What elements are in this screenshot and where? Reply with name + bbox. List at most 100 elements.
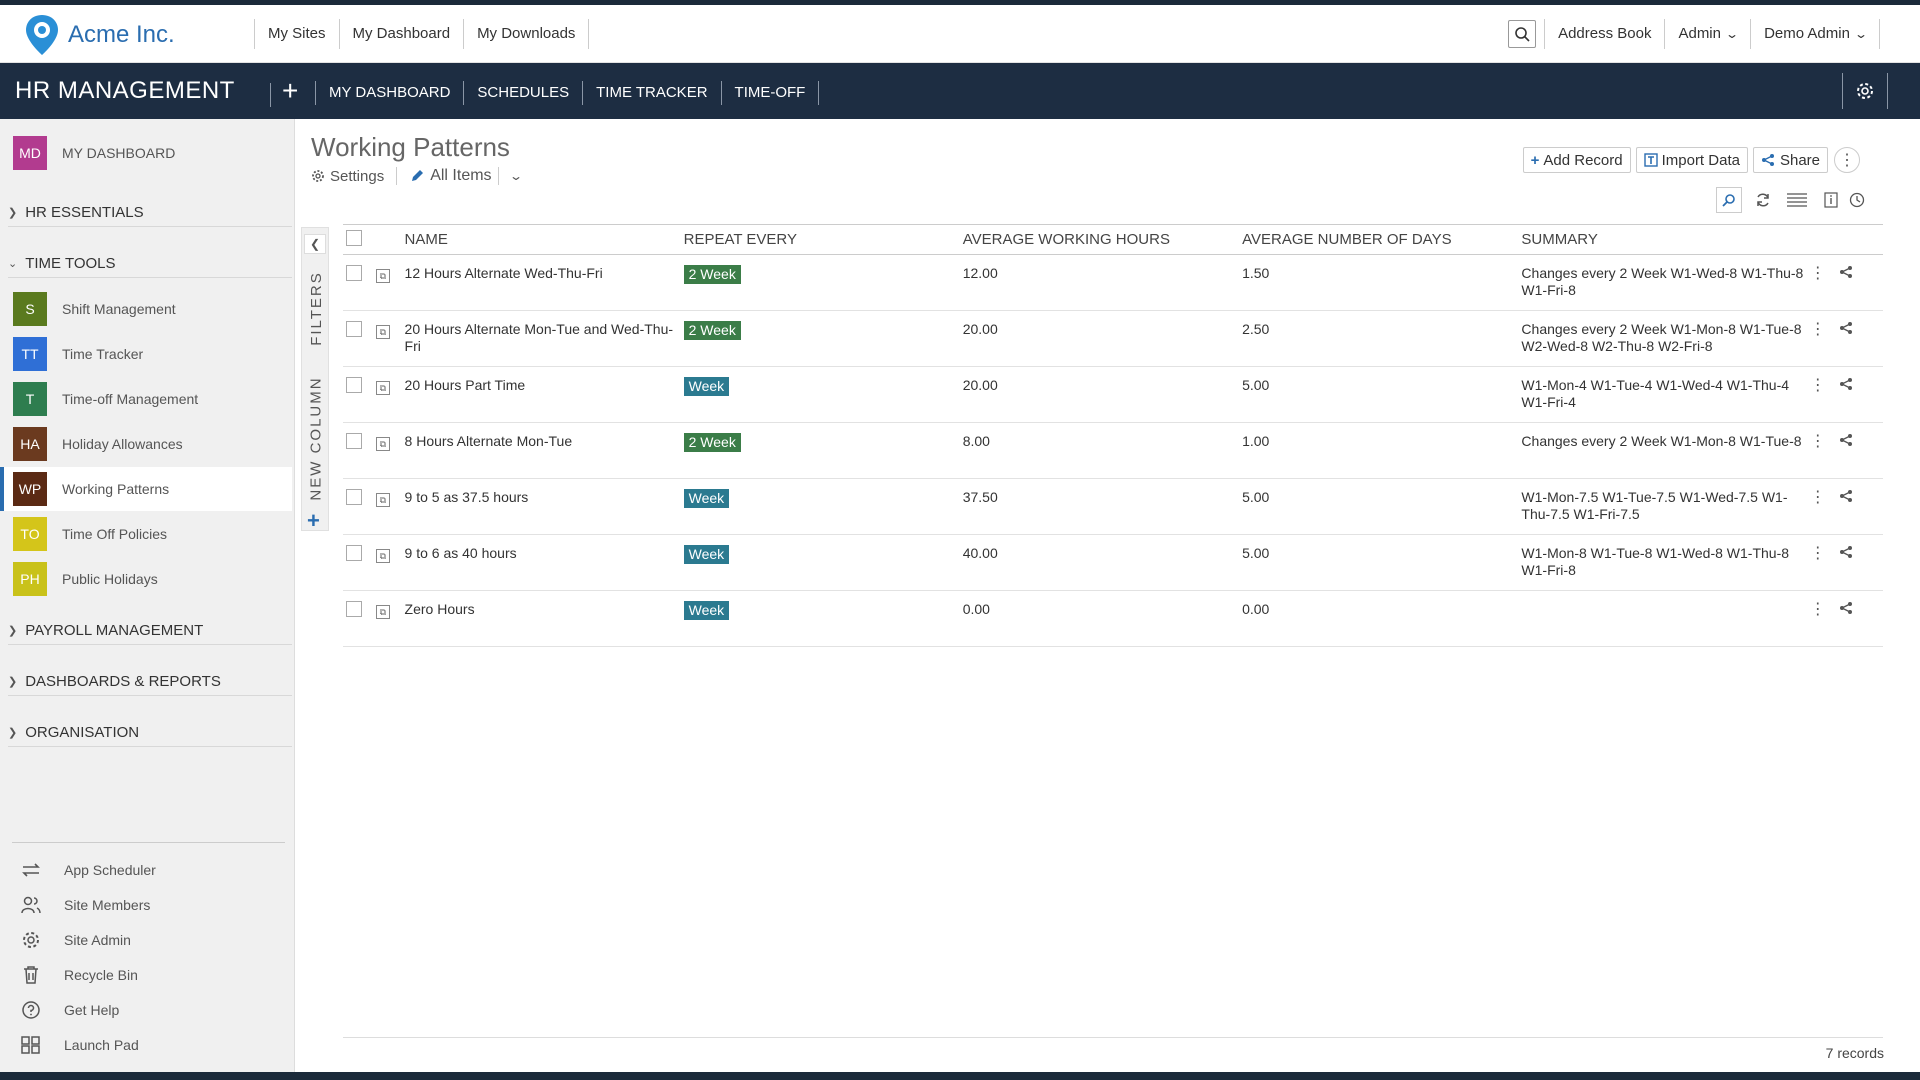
view-selector[interactable]: All Items ⌄ — [409, 167, 523, 185]
cell-name[interactable]: 12 Hours Alternate Wed-Thu-Fri — [404, 254, 684, 311]
row-menu-dots-icon[interactable]: ⋮ — [1809, 321, 1826, 338]
open-record-icon[interactable]: ⧉ — [375, 605, 390, 619]
app-nav-time-tracker[interactable]: TIME TRACKER — [582, 81, 720, 105]
app-title[interactable]: HR MANAGEMENT — [15, 77, 235, 104]
info-button[interactable] — [1818, 187, 1844, 213]
global-search-button[interactable] — [1508, 20, 1537, 48]
header-spacer — [1809, 224, 1840, 255]
column-header-avg-hours[interactable]: AVERAGE WORKING HOURS — [962, 224, 1243, 255]
table-row[interactable]: ⧉ 9 to 5 as 37.5 hours Week 37.50 5.00 W… — [343, 478, 1883, 535]
share-icon[interactable] — [1839, 321, 1853, 335]
settings-link[interactable]: Settings — [311, 168, 384, 185]
column-header-name[interactable]: NAME — [404, 224, 684, 255]
table-row[interactable]: ⧉ Zero Hours Week 0.00 0.00 ⋮ — [343, 590, 1883, 647]
sidebar-tool-site-admin[interactable]: Site Admin — [20, 925, 131, 955]
sidebar-section-organisation[interactable]: ❯ ORGANISATION — [8, 719, 292, 747]
open-record-icon[interactable]: ⧉ — [375, 437, 390, 451]
cell-name[interactable]: Zero Hours — [404, 590, 684, 647]
column-header-repeat-every[interactable]: REPEAT EVERY — [683, 224, 963, 255]
share-icon[interactable] — [1839, 433, 1853, 447]
table-row[interactable]: ⧉ 20 Hours Part Time Week 20.00 5.00 W1-… — [343, 366, 1883, 423]
table-row[interactable]: ⧉ 8 Hours Alternate Mon-Tue 2 Week 8.00 … — [343, 422, 1883, 479]
sidebar-item-my-dashboard[interactable]: MD MY DASHBOARD — [0, 131, 292, 175]
new-column-toggle[interactable]: NEW COLUMN — [302, 368, 330, 508]
sidebar-section-dashboards-reports[interactable]: ❯ DASHBOARDS & REPORTS — [8, 668, 292, 696]
row-menu-dots-icon[interactable]: ⋮ — [1809, 601, 1826, 618]
share-icon[interactable] — [1839, 377, 1853, 391]
row-checkbox[interactable] — [346, 601, 362, 617]
row-checkbox[interactable] — [346, 545, 362, 561]
open-record-icon[interactable]: ⧉ — [375, 493, 390, 507]
app-settings-button[interactable] — [1842, 73, 1888, 109]
admin-menu[interactable]: Admin ⌄ — [1665, 19, 1752, 49]
share-icon[interactable] — [1839, 265, 1853, 279]
table-row[interactable]: ⧉ 12 Hours Alternate Wed-Thu-Fri 2 Week … — [343, 254, 1883, 311]
sidebar-tool-site-members[interactable]: Site Members — [20, 890, 150, 920]
cell-hours: 20.00 — [962, 310, 1243, 367]
share-icon[interactable] — [1839, 545, 1853, 559]
open-record-icon[interactable]: ⧉ — [375, 325, 390, 339]
sidebar-item-holiday-allowances[interactable]: HA Holiday Allowances — [0, 422, 292, 466]
refresh-button[interactable] — [1750, 187, 1776, 213]
sidebar-tool-recycle-bin[interactable]: Recycle Bin — [20, 960, 138, 990]
sidebar-section-payroll-management[interactable]: ❯ PAYROLL MANAGEMENT — [8, 617, 292, 645]
row-checkbox[interactable] — [346, 489, 362, 505]
collapse-filters-button[interactable]: ❮ — [304, 234, 326, 254]
sidebar-tool-get-help[interactable]: Get Help — [20, 995, 119, 1025]
row-checkbox[interactable] — [346, 433, 362, 449]
add-record-button[interactable]: + Add Record — [1522, 147, 1631, 173]
row-menu-dots-icon[interactable]: ⋮ — [1809, 489, 1826, 506]
top-link-my-dashboard[interactable]: My Dashboard — [340, 19, 465, 49]
sidebar-item-time-tracker[interactable]: TT Time Tracker — [0, 332, 292, 376]
open-record-icon[interactable]: ⧉ — [375, 381, 390, 395]
top-link-my-downloads[interactable]: My Downloads — [464, 19, 590, 49]
row-menu-dots-icon[interactable]: ⋮ — [1809, 377, 1826, 394]
sidebar-tool-launch-pad[interactable]: Launch Pad — [20, 1030, 139, 1060]
cell-name[interactable]: 9 to 5 as 37.5 hours — [404, 478, 684, 535]
open-record-icon[interactable]: ⧉ — [375, 549, 390, 563]
open-record-icon[interactable]: ⧉ — [375, 269, 390, 283]
add-app-plus-icon[interactable]: + — [282, 75, 299, 106]
sidebar-section-time-tools[interactable]: ⌄ TIME TOOLS — [8, 250, 292, 278]
cell-name[interactable]: 8 Hours Alternate Mon-Tue — [404, 422, 684, 479]
sidebar-section-hr-essentials[interactable]: ❯ HR ESSENTIALS — [8, 199, 292, 227]
select-all-checkbox[interactable] — [346, 229, 362, 246]
sidebar-tool-label: App Scheduler — [64, 862, 156, 878]
cell-name[interactable]: 20 Hours Alternate Mon-Tue and Wed-Thu-F… — [404, 310, 684, 367]
history-button[interactable] — [1844, 187, 1870, 213]
address-book-link[interactable]: Address Book — [1544, 19, 1666, 49]
sidebar-item-time-off-management[interactable]: T Time-off Management — [0, 377, 292, 421]
row-menu-dots-icon[interactable]: ⋮ — [1809, 433, 1826, 450]
row-checkbox[interactable] — [346, 321, 362, 337]
share-icon[interactable] — [1839, 601, 1853, 615]
import-data-button[interactable]: Import Data — [1635, 147, 1748, 173]
app-nav-time-off[interactable]: TIME-OFF — [720, 81, 820, 105]
more-options-button[interactable]: ⋮ — [1834, 147, 1860, 173]
share-button[interactable]: Share — [1752, 147, 1828, 173]
app-nav-schedules[interactable]: SCHEDULES — [463, 81, 582, 105]
app-nav-my-dashboard[interactable]: MY DASHBOARD — [315, 81, 463, 105]
row-checkbox[interactable] — [346, 265, 362, 281]
column-header-avg-days[interactable]: AVERAGE NUMBER OF DAYS — [1242, 224, 1522, 255]
sidebar-tool-app-scheduler[interactable]: App Scheduler — [20, 855, 156, 885]
sidebar-item-time-off-policies[interactable]: TO Time Off Policies — [0, 512, 292, 556]
cell-name[interactable]: 20 Hours Part Time — [404, 366, 684, 423]
row-menu-dots-icon[interactable]: ⋮ — [1809, 265, 1826, 282]
cell-name[interactable]: 9 to 6 as 40 hours — [404, 534, 684, 591]
row-checkbox[interactable] — [346, 377, 362, 393]
share-icon[interactable] — [1839, 489, 1853, 503]
table-row[interactable]: ⧉ 9 to 6 as 40 hours Week 40.00 5.00 W1-… — [343, 534, 1883, 591]
search-records-button[interactable] — [1716, 187, 1742, 213]
user-menu[interactable]: Demo Admin ⌄ — [1751, 19, 1880, 49]
row-density-button[interactable] — [1784, 187, 1810, 213]
brand-logo[interactable]: Acme Inc. — [24, 13, 175, 57]
top-link-my-sites[interactable]: My Sites — [254, 19, 340, 49]
filters-toggle[interactable]: FILTERS — [302, 268, 330, 348]
row-menu-dots-icon[interactable]: ⋮ — [1809, 545, 1826, 562]
sidebar-item-shift-management[interactable]: S Shift Management — [0, 287, 292, 331]
column-header-summary[interactable]: SUMMARY — [1521, 224, 1810, 255]
add-column-plus-icon[interactable]: + — [307, 508, 320, 533]
sidebar-item-public-holidays[interactable]: PH Public Holidays — [0, 557, 292, 601]
sidebar-item-working-patterns[interactable]: WP Working Patterns — [0, 467, 292, 511]
table-row[interactable]: ⧉ 20 Hours Alternate Mon-Tue and Wed-Thu… — [343, 310, 1883, 367]
